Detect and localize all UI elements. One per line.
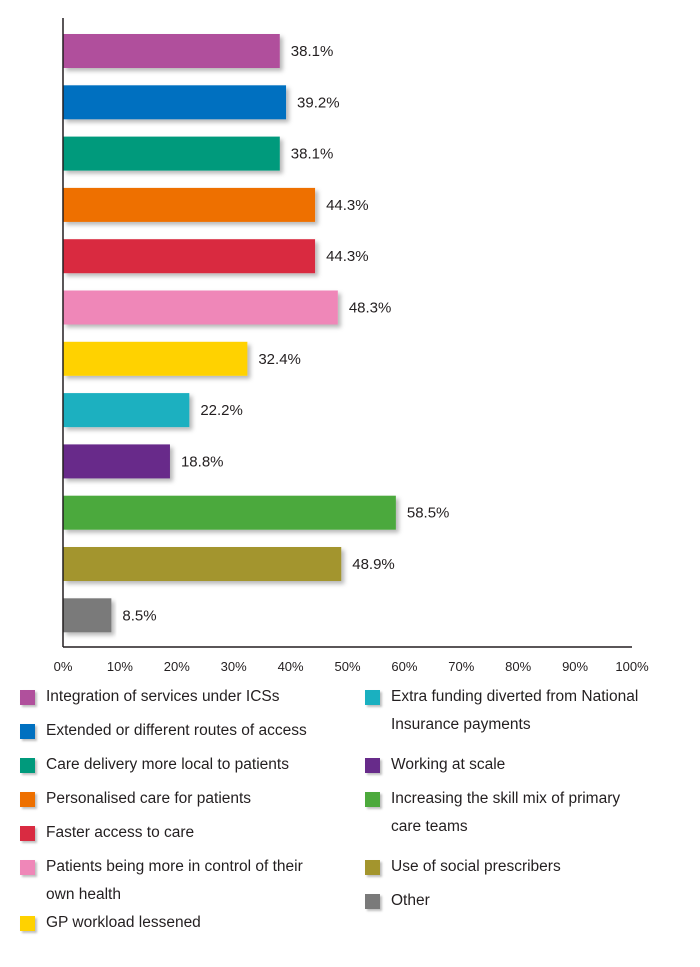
x-tick-label: 100% (615, 659, 649, 674)
legend-swatch (365, 860, 380, 875)
bar-value-label-9: 18.8% (181, 453, 224, 470)
legend-label: Faster access to care (46, 819, 194, 847)
legend-label-line: Other (391, 892, 430, 909)
legend-label: Increasing the skill mix of primary care … (391, 785, 620, 841)
x-tick-label: 60% (391, 659, 417, 674)
bar-value-label-5: 44.3% (326, 248, 369, 265)
legend-label: Care delivery more local to patients (46, 751, 289, 779)
x-tick-label: 80% (505, 659, 531, 674)
bar-9 (63, 444, 170, 479)
legend-swatch (20, 690, 35, 705)
x-tick-label: 0% (54, 659, 73, 674)
legend-label-line: Insurance payments (391, 716, 531, 733)
legend-label-line: Faster access to care (46, 824, 195, 841)
bar-value-label-3: 38.1% (291, 146, 334, 163)
x-tick-label: 40% (278, 659, 304, 674)
legend-swatch (20, 916, 35, 931)
bar-2 (63, 85, 287, 120)
legend-label-line: care teams (391, 818, 468, 835)
bar-chart: 38.1% 39.2% 38.1% 44.3% 44.3% 48.3% 32.4% 22.2%… (54, 18, 649, 674)
x-tick-label: 30% (221, 659, 247, 674)
bar-value-label-7: 32.4% (258, 351, 301, 368)
x-tick-label: 90% (562, 659, 588, 674)
bar-value-label-1: 38.1% (291, 43, 334, 60)
legend-label-line: Working at scale (391, 756, 506, 773)
legend-label-line: Patients being more in control of their (46, 858, 303, 875)
x-tick-label: 10% (107, 659, 133, 674)
bar-value-label-4: 44.3% (326, 197, 369, 214)
legend-item: Personalised care for patients (20, 790, 251, 813)
legend-swatch (20, 758, 35, 773)
legend-item: Extra funding diverted from National Insu… (365, 688, 638, 739)
legend-swatch (20, 724, 35, 739)
bar-12 (63, 598, 112, 633)
legend-label: Extra funding diverted from National Insu… (391, 683, 638, 739)
bar-4 (63, 187, 316, 222)
legend-item: Working at scale (365, 756, 505, 779)
bar-value-label-12: 8.5% (122, 607, 156, 624)
bar-value-label-8: 22.2% (200, 402, 243, 419)
legend-label: Working at scale (391, 751, 505, 779)
legend-label-line: GP workload lessened (46, 914, 201, 931)
legend-label: Personalised care for patients (46, 785, 251, 813)
legend-swatch (20, 860, 35, 875)
legend-label-line: Personalised care for patients (46, 790, 252, 807)
legend-label: Extended or different routes of access (46, 717, 307, 745)
legend-item: Patients being more in control of their o… (20, 858, 303, 909)
legend-label: Patients being more in control of their o… (46, 853, 303, 909)
legend-item: Other (365, 892, 430, 915)
bar-5 (63, 239, 316, 274)
legend-label-line: own health (46, 886, 121, 903)
legend-swatch (20, 826, 35, 841)
legend-swatch (365, 758, 380, 773)
legend-item: Faster access to care (20, 824, 194, 847)
legend-item: Extended or different routes of access (20, 722, 307, 745)
bar-7 (63, 341, 248, 376)
x-tick-label: 50% (334, 659, 360, 674)
bar-value-label-10: 58.5% (407, 505, 450, 522)
legend-label: Use of social prescribers (391, 853, 561, 881)
legend-item: GP workload lessened (20, 914, 201, 937)
bar-11 (63, 547, 342, 581)
bar-3 (63, 136, 280, 171)
legend-label-line: Extra funding diverted from National (391, 688, 639, 705)
bar-6 (63, 290, 338, 325)
legend-label-line: Use of social prescribers (391, 858, 561, 875)
bar-8 (63, 393, 190, 428)
x-tick-label: 20% (164, 659, 190, 674)
legend-label-line: Extended or different routes of access (46, 722, 307, 739)
legend-label: Integration of services under ICSs (46, 683, 279, 711)
legend-item: Increasing the skill mix of primary care … (365, 790, 620, 841)
x-tick-label: 70% (448, 659, 474, 674)
legend-label-line: Integration of services under ICSs (46, 688, 280, 705)
bar-1 (63, 34, 280, 68)
legend-label: GP workload lessened (46, 909, 201, 937)
legend-swatch (365, 792, 380, 807)
legend-label-line: Care delivery more local to patients (46, 756, 289, 773)
legend-swatch (365, 690, 380, 705)
legend-label-line: Increasing the skill mix of primary (391, 790, 621, 807)
legend-item: Care delivery more local to patients (20, 756, 289, 779)
bar-value-label-6: 48.3% (349, 300, 392, 317)
legend-item: Use of social prescribers (365, 858, 561, 881)
bar-value-label-11: 48.9% (352, 556, 395, 573)
bar-value-label-2: 39.2% (297, 94, 340, 111)
legend-item: Integration of services under ICSs (20, 688, 279, 711)
legend-swatch (20, 792, 35, 807)
legend-swatch (365, 894, 380, 909)
bar-10 (63, 495, 396, 530)
legend-label: Other (391, 887, 430, 915)
